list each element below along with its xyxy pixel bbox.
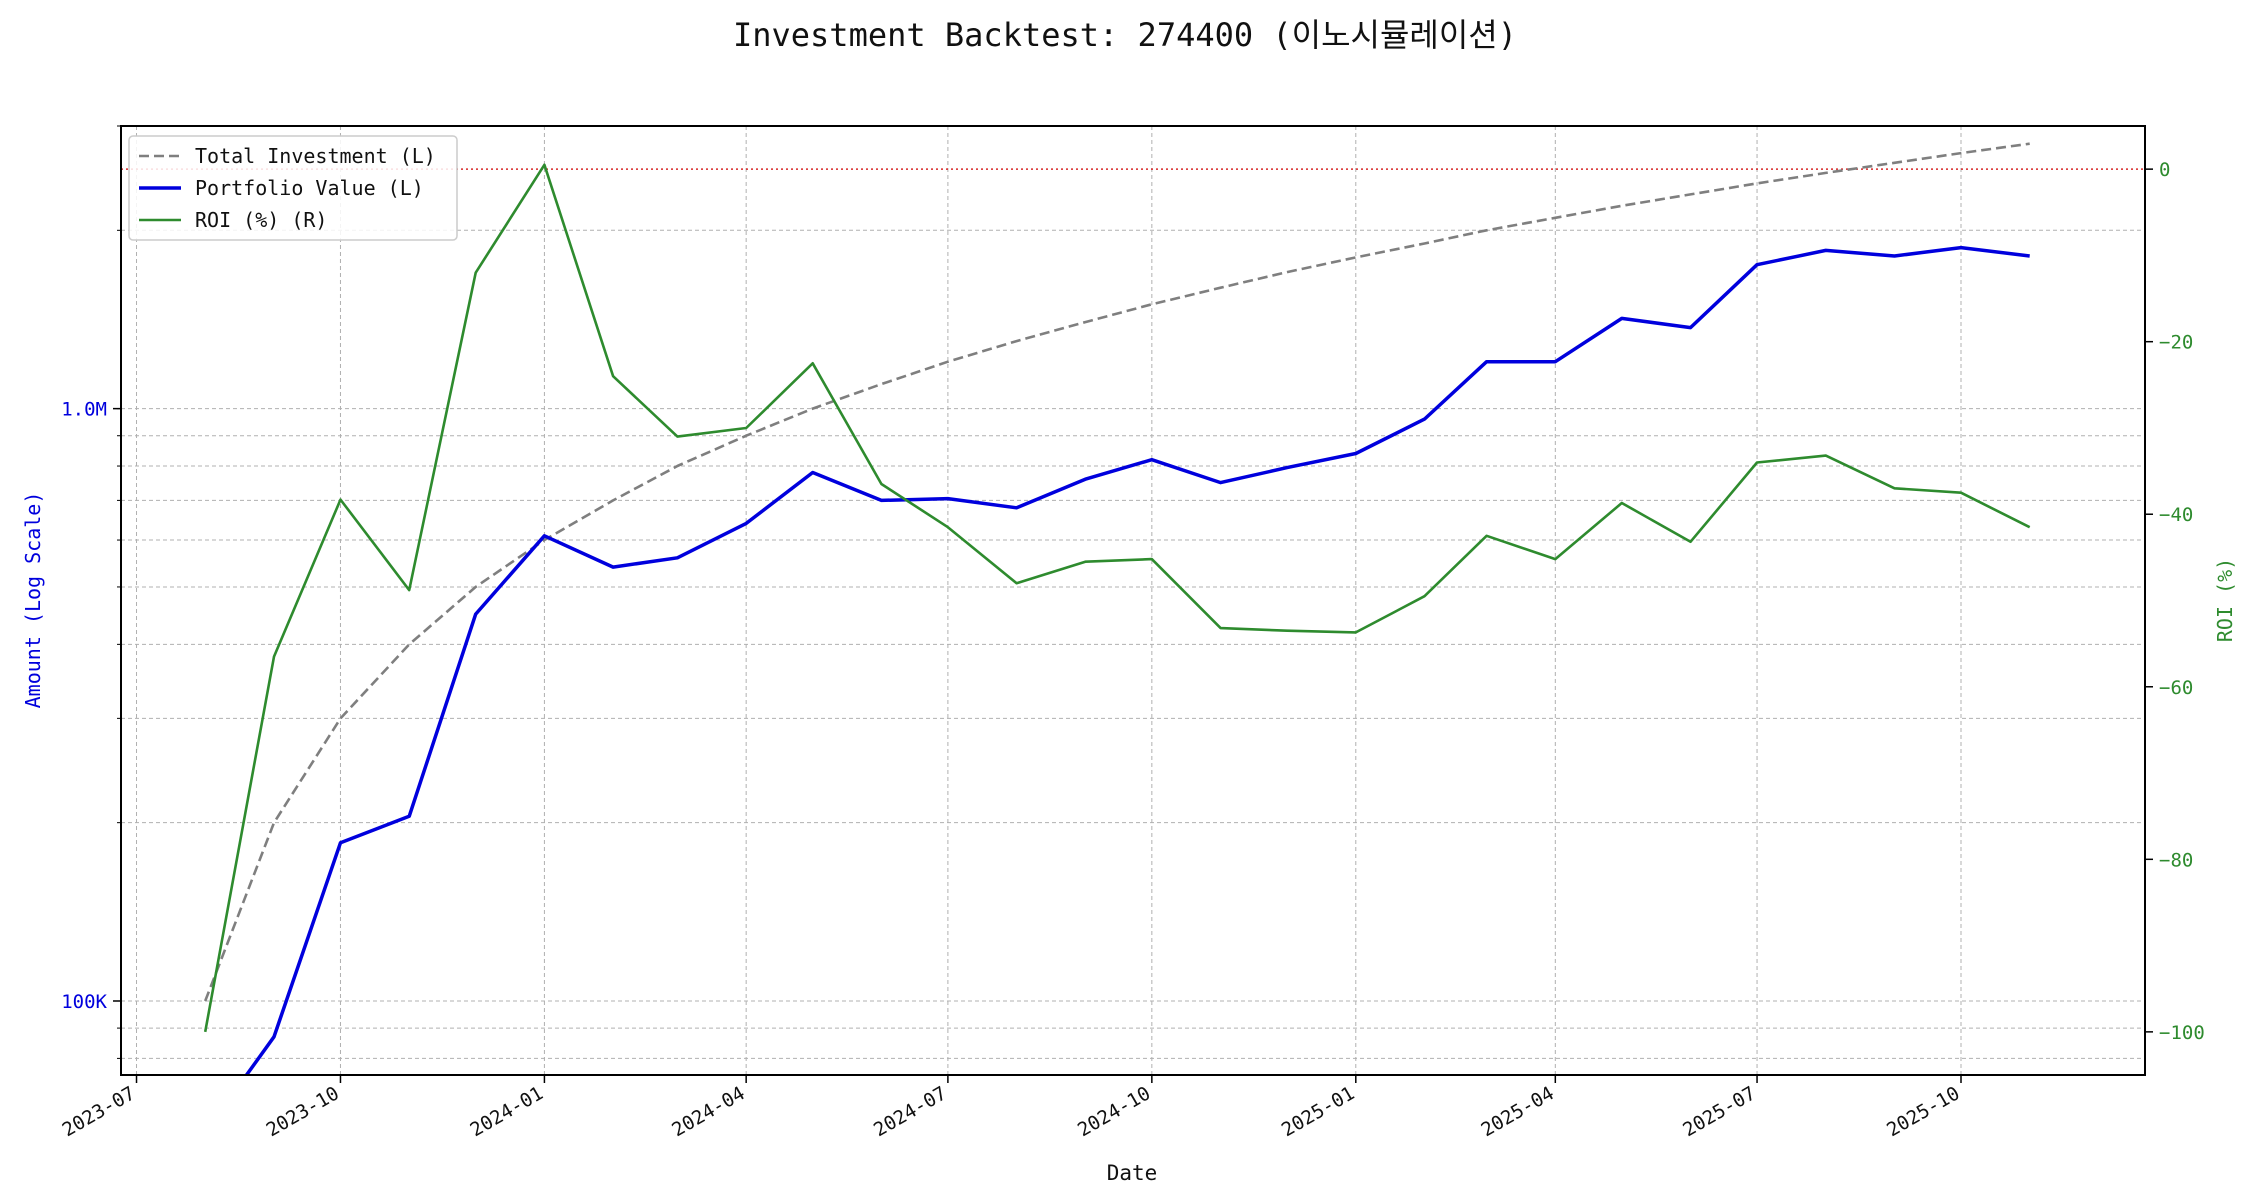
y-right-tick-label: 0 <box>2159 159 2170 181</box>
legend: Total Investment (L) Portfolio Value (L) R… <box>128 135 458 241</box>
x-tick-label: 2024-10 <box>1074 1082 1154 1141</box>
y-right-tick-label: −100 <box>2159 1022 2205 1044</box>
y-left-tick-label: 1.0M <box>61 399 107 421</box>
x-axis-label: Date <box>1107 1161 1158 1185</box>
y-right-tick-label: −20 <box>2159 332 2193 354</box>
right-y-axis: 0 −20 −40 −60 −80 −100 <box>2145 159 2205 1044</box>
left-y-axis: 100K 1.0M <box>61 125 121 1059</box>
y-left-tick-label: 100K <box>61 991 107 1013</box>
portfolio-value-line <box>244 245 2030 1075</box>
legend-box <box>128 135 458 241</box>
series-lines <box>203 142 2031 1075</box>
left-y-axis-label: Amount (Log Scale) <box>21 492 45 709</box>
y-right-tick-label: −40 <box>2159 504 2193 526</box>
x-tick-label: 2024-01 <box>467 1082 547 1141</box>
x-tick-label: 2025-07 <box>1679 1082 1759 1141</box>
right-y-axis-label: ROI (%) <box>2213 558 2237 642</box>
gridlines <box>121 125 2145 1075</box>
x-axis: 2023-07 2023-10 2024-01 2024-04 2024-07 2024-… <box>59 1075 1964 1141</box>
x-tick-label: 2025-04 <box>1477 1082 1557 1141</box>
legend-label: Portfolio Value (L) <box>195 176 424 200</box>
total-investment-line <box>203 142 2030 1002</box>
legend-label: ROI (%) (R) <box>195 208 327 232</box>
chart-title: Investment Backtest: 274400 (이노시뮬레이션) <box>733 16 1517 54</box>
x-tick-label: 2025-01 <box>1278 1082 1358 1141</box>
y-right-tick-label: −80 <box>2159 849 2193 871</box>
roi-line <box>203 163 2031 1033</box>
legend-label: Total Investment (L) <box>195 144 436 168</box>
x-tick-label: 2024-04 <box>668 1082 748 1141</box>
x-tick-label: 2023-10 <box>263 1082 343 1141</box>
x-tick-label: 2025-10 <box>1883 1082 1963 1141</box>
plot-frame <box>120 125 2146 1076</box>
y-right-tick-label: −60 <box>2159 677 2193 699</box>
x-tick-label: 2024-07 <box>870 1082 950 1141</box>
x-tick-label: 2023-07 <box>59 1082 139 1141</box>
